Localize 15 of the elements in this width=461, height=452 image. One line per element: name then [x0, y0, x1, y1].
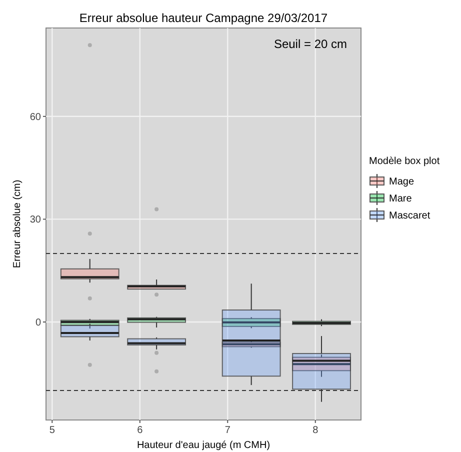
legend-title: Modèle box plot [369, 156, 440, 167]
legend-label: Mage [389, 176, 414, 188]
x-tick-label: 6 [137, 425, 144, 436]
x-tick-label: 7 [224, 425, 231, 436]
y-tick-label: 30 [30, 214, 42, 226]
annotation: Seuil = 20 cm [274, 37, 347, 51]
y-tick-label: 60 [30, 112, 42, 123]
x-tick-label: 5 [49, 425, 56, 436]
x-axis-title: Hauteur d'eau jaugé (m CMH) [136, 440, 270, 451]
chart-title: Erreur absolue hauteur Campagne 29/03/2017 [79, 11, 328, 25]
legend-label: Mascaret [389, 210, 430, 222]
y-tick-label: 0 [35, 318, 42, 328]
legend-label: Mare [389, 194, 412, 204]
y-axis-title: Erreur absolue (cm) [12, 180, 23, 268]
x-tick-label: 8 [312, 425, 319, 436]
